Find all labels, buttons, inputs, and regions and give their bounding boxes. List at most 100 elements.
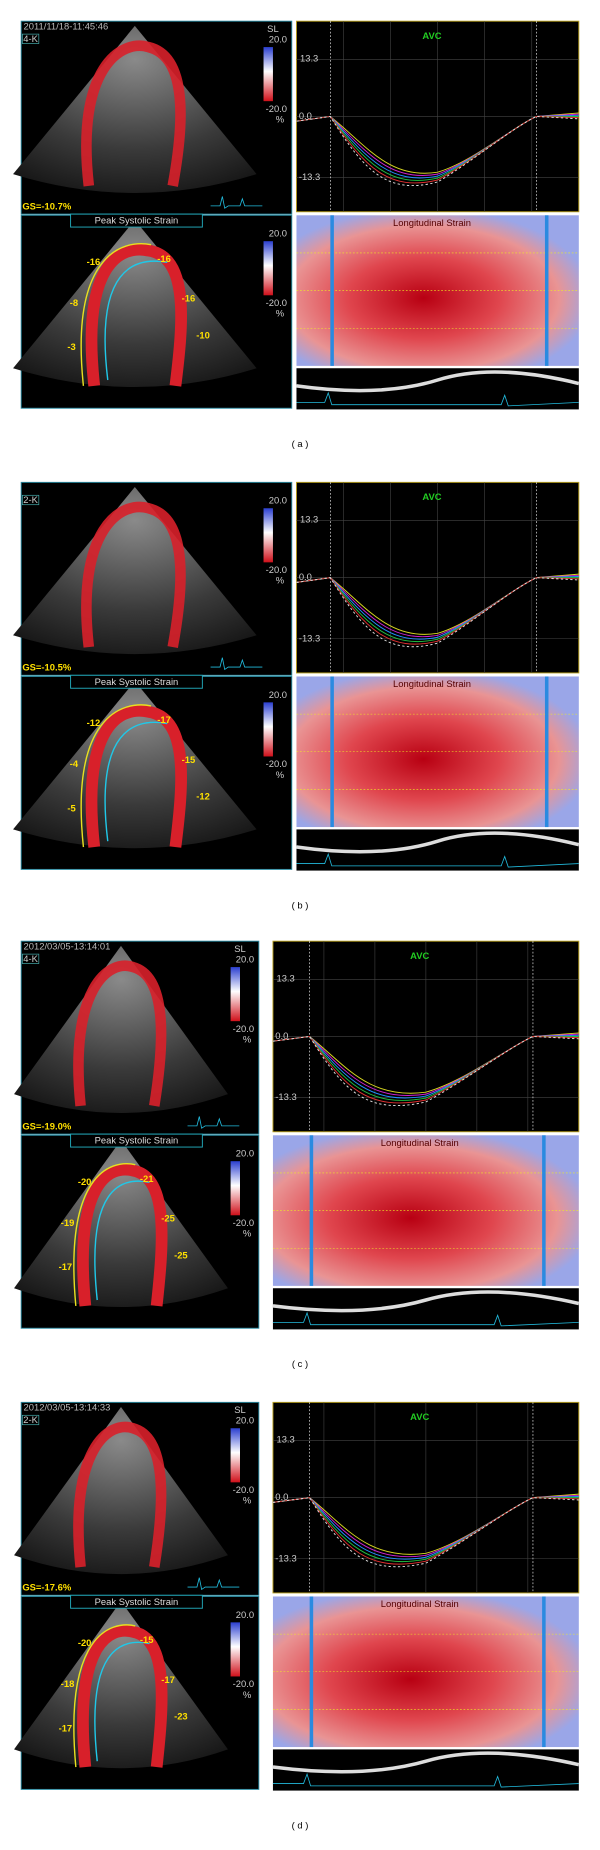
scale-unit: % [276,113,285,124]
segment-value: -15 [182,754,196,765]
segment-value: -20 [78,1176,92,1187]
y-top: 13.3 [300,513,318,524]
color-bar [230,1428,240,1483]
pss-label: Peak Systolic Strain [95,676,179,687]
echo-sector [14,945,228,1113]
strain-title: Longitudinal Strain [393,678,471,689]
segment-bar [542,1596,546,1748]
m-mode [296,831,580,854]
color-bar [263,508,273,563]
strain-curve [296,115,579,186]
scale-max: 20.0 [269,495,287,506]
y-zero: 0.0 [299,571,312,582]
ecg-mini [187,1116,240,1129]
segment-value: -25 [174,1249,188,1260]
view-box [21,1414,40,1426]
segment-value: -17 [161,1674,175,1685]
segment-value: -10 [196,329,210,340]
timestamp: 2011/11/18-11:45:46 [24,21,109,32]
color-bar [230,967,240,1022]
segment-value: -17 [157,714,171,725]
figure-content: 20.0-20.0%-16 -16-8 -16-3-1020.0-20.0%SL20… [13,21,580,1830]
scale-unit: % [276,308,285,319]
view-box [21,33,40,44]
color-bar [230,1622,240,1677]
scale-min: -20.0 [233,1217,254,1228]
segment-outline [80,704,152,848]
caption: ( a ) [292,438,309,449]
color-bar [263,241,273,296]
pss-label: Peak Systolic Strain [95,1596,179,1607]
ecg-trace [272,1311,579,1327]
y-bottom: -13.3 [275,1091,296,1102]
y-zero: 0.0 [275,1491,288,1502]
y-bottom: -13.3 [299,171,320,182]
view-box [21,494,40,506]
segment-value: -19 [61,1217,75,1228]
ecg-trace [272,1772,579,1788]
scale-max: 20.0 [236,1609,254,1620]
segment-bar [542,1135,546,1286]
scale-max: 20.0 [236,1148,254,1159]
timestamp: 2012/03/05-13:14:33 [24,1402,111,1413]
y-zero: 0.0 [299,110,312,121]
caption: ( b ) [292,899,309,910]
avc-label: AVC [410,950,429,961]
strain-title: Longitudinal Strain [381,1598,459,1609]
y-top: 13.3 [300,52,318,63]
segment-value: -4 [70,758,79,769]
ecg-mini [187,1577,240,1591]
scale-min: -20.0 [266,297,287,308]
segment-value: -23 [174,1711,188,1722]
global-strain: GS=-10.5% [22,662,72,673]
scale-min: -20.0 [233,1484,254,1495]
segment-value: -12 [196,791,210,802]
scale-unit: % [243,1228,252,1239]
avc-label: AVC [422,491,441,502]
segment-trace [85,243,187,387]
pss-box [70,674,203,689]
segment-outline [104,721,168,842]
echo-sector [13,219,257,388]
scale-name: SL [234,943,246,954]
segment-value: -12 [87,717,101,728]
scale-name: SL [234,1404,246,1415]
color-bar [230,1161,240,1216]
scale-min: -20.0 [233,1023,254,1034]
segment-trace [77,1163,168,1307]
segment-value: -16 [157,253,171,264]
scale-min: -20.0 [266,564,287,575]
echo-sector [14,1601,228,1769]
segment-value: -5 [67,802,75,813]
scale-min: -20.0 [266,103,287,114]
echo-sector [14,1407,228,1575]
segment-bar [544,215,549,366]
segment-bar [309,1596,314,1748]
segment-trace [77,1625,168,1768]
segment-outline [94,1641,150,1762]
segment-outline [104,260,168,381]
caption: ( d ) [292,1819,309,1830]
color-bar [263,702,273,757]
segment-value: -20 [78,1637,92,1648]
ecg-trace [296,391,579,407]
myocardium-trace [81,40,186,187]
global-strain: GS=-17.6% [22,1582,72,1593]
segment-value: -16 [182,293,196,304]
pss-box [70,1133,203,1148]
echo-sector [13,681,257,849]
ecg-trace [296,852,579,868]
scale-unit: % [276,769,285,780]
scale-max: 20.0 [236,953,254,964]
scale-unit: % [276,575,285,586]
segment-bar [309,1135,314,1286]
scale-max: 20.0 [236,1415,254,1426]
view-label: 2-K [23,494,38,505]
y-zero: 0.0 [275,1030,288,1041]
pss-label: Peak Systolic Strain [95,215,179,226]
segment-value: -17 [59,1261,73,1272]
view-box [21,953,40,964]
segment-bar [330,215,334,366]
avc-label: AVC [422,30,441,41]
